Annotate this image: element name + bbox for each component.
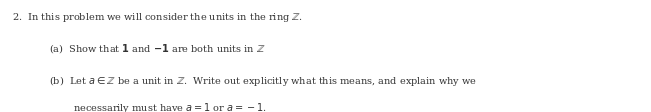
Text: necessarily must have $\mathit{a} = 1$ or $\mathit{a} = -1$.: necessarily must have $\mathit{a} = 1$ o… [73, 101, 267, 112]
Text: (b)  Let $\mathit{a} \in \mathbb{Z}$ be a unit in $\mathbb{Z}$.  Write out expli: (b) Let $\mathit{a} \in \mathbb{Z}$ be a… [49, 74, 477, 88]
Text: 2.  In this problem we will consider the units in the ring $\mathbb{Z}$.: 2. In this problem we will consider the … [12, 11, 303, 24]
Text: (a)  Show that $\mathbf{1}$ and $\mathbf{-1}$ are both units in $\mathbb{Z}$: (a) Show that $\mathbf{1}$ and $\mathbf{… [49, 43, 266, 56]
